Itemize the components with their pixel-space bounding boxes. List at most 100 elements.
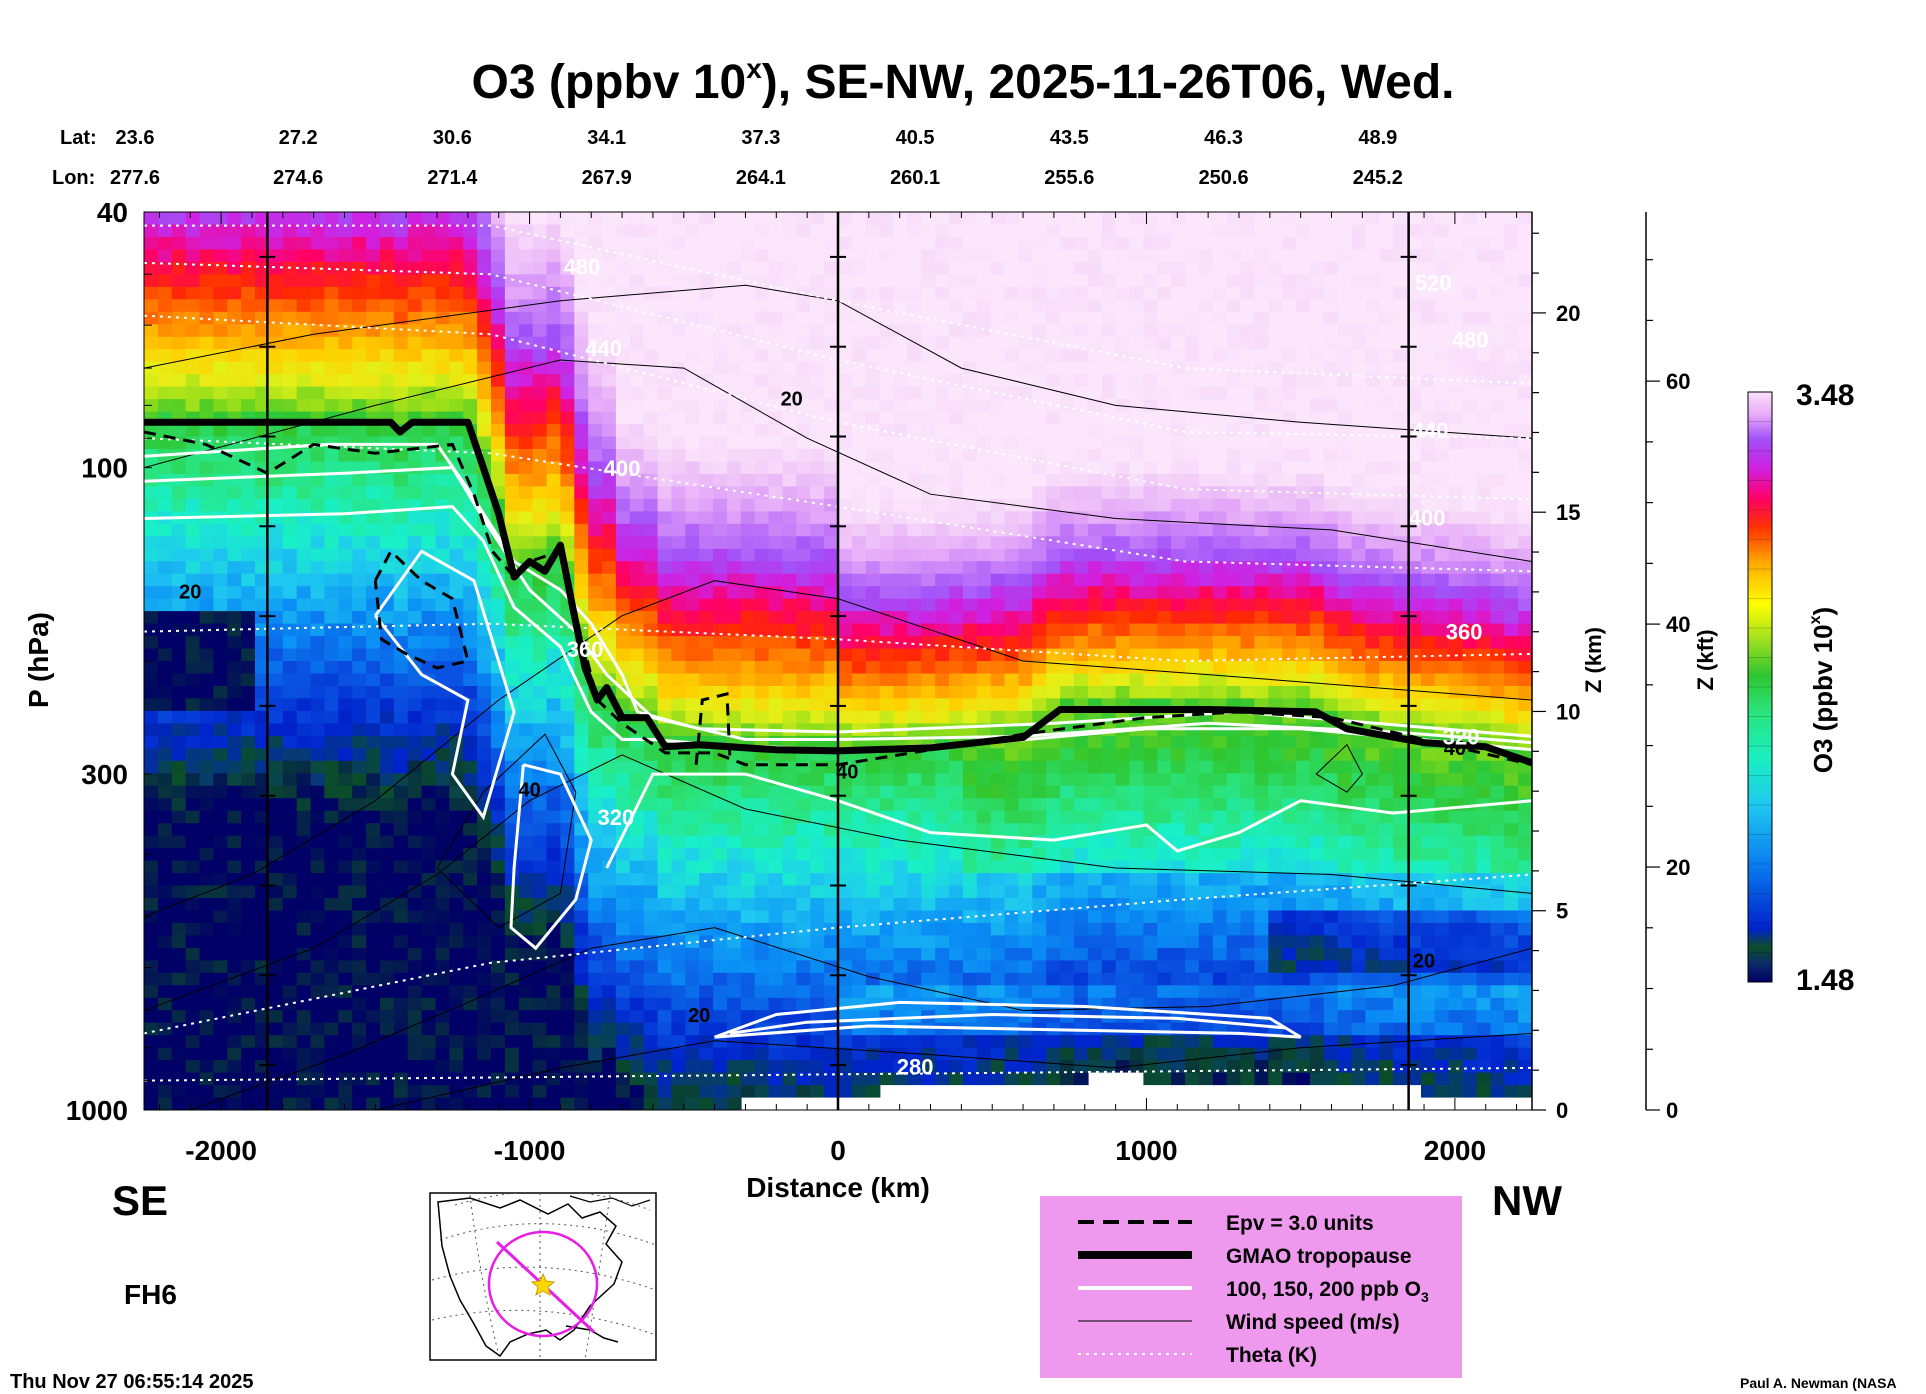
heatmap-cell <box>144 934 159 948</box>
heatmap-cell <box>907 972 922 986</box>
heatmap-cell <box>1004 261 1020 275</box>
heatmap-cell <box>865 448 881 462</box>
heatmap-cell <box>782 822 798 836</box>
heatmap-cell <box>851 435 867 449</box>
heatmap-cell <box>532 909 548 923</box>
heatmap-cell <box>532 735 548 749</box>
heatmap-cell <box>1046 212 1061 225</box>
heatmap-cell <box>949 710 964 724</box>
heatmap-cell <box>893 685 909 699</box>
heatmap-cell <box>810 423 825 437</box>
heatmap-cell <box>976 834 992 849</box>
heatmap-cell <box>449 311 464 325</box>
heatmap-cell <box>657 323 673 337</box>
heatmap-cell <box>255 847 270 861</box>
heatmap-cell <box>1018 972 1033 986</box>
heatmap-cell <box>144 1009 159 1023</box>
heatmap-cell <box>1046 647 1061 661</box>
heatmap-cell <box>643 485 659 499</box>
heatmap-cell <box>602 810 617 824</box>
heatmap-cell <box>491 735 506 749</box>
heatmap-cell <box>796 498 811 512</box>
heatmap-cell <box>1046 797 1061 811</box>
heatmap-cell <box>851 859 867 874</box>
heatmap-cell <box>449 884 464 898</box>
heatmap-cell <box>491 834 506 849</box>
heatmap-cell <box>782 448 798 462</box>
heatmap-cell <box>268 797 284 811</box>
heatmap-cell <box>921 972 936 986</box>
heatmap-cell <box>838 772 853 786</box>
heatmap-cell <box>1060 448 1075 462</box>
heatmap-cell <box>532 722 548 736</box>
heatmap-cell <box>435 922 451 936</box>
heatmap-cell <box>851 959 867 973</box>
heatmap-cell <box>1074 435 1089 449</box>
heatmap-cell <box>199 909 215 923</box>
heatmap-cell <box>241 834 256 849</box>
heatmap-cell <box>962 485 978 499</box>
heatmap-cell <box>546 735 562 749</box>
heatmap-cell <box>671 872 686 886</box>
heatmap-cell <box>699 822 714 836</box>
heatmap-cell <box>560 223 575 237</box>
heatmap-cell <box>1018 573 1033 587</box>
heatmap-cell <box>213 747 228 761</box>
heatmap-cell <box>1101 573 1117 587</box>
heatmap-cell <box>1032 785 1047 799</box>
heatmap-cell <box>1004 323 1020 337</box>
heatmap-cell <box>241 760 256 774</box>
heatmap-cell <box>1060 286 1075 300</box>
heatmap-cell <box>185 361 201 375</box>
heatmap-cell <box>546 810 562 824</box>
heatmap-cell <box>921 660 936 674</box>
heatmap-cell <box>435 834 451 849</box>
heatmap-cell <box>838 922 853 936</box>
heatmap-cell <box>546 1022 562 1036</box>
heatmap-cell <box>935 722 950 736</box>
heatmap-cell <box>893 298 909 312</box>
heatmap-cell <box>421 997 437 1011</box>
heatmap-cell <box>185 1046 201 1061</box>
heatmap-cell <box>851 685 867 699</box>
heatmap-cell <box>380 1046 395 1061</box>
heatmap-cell <box>1074 410 1089 425</box>
heatmap-cell <box>879 1071 895 1086</box>
heatmap-cell <box>588 984 603 998</box>
heatmap-cell <box>477 697 492 711</box>
heatmap-cell <box>865 1034 881 1048</box>
heatmap-cell <box>491 286 506 300</box>
heatmap-cell <box>393 922 409 936</box>
heatmap-cell <box>1087 934 1103 948</box>
heatmap-cell <box>324 261 339 275</box>
heatmap-cell <box>685 448 700 462</box>
heatmap-cell <box>574 286 589 300</box>
heatmap-cell <box>435 847 451 861</box>
heatmap-cell <box>1018 884 1033 898</box>
heatmap-cell <box>740 834 756 849</box>
heatmap-cell <box>879 573 895 587</box>
heatmap-cell <box>727 1034 742 1048</box>
heatmap-cell <box>144 311 159 325</box>
heatmap-cell <box>740 897 756 911</box>
heatmap-cell <box>1087 785 1103 799</box>
heatmap-cell <box>421 1009 437 1023</box>
heatmap-cell <box>1087 1046 1103 1061</box>
heatmap-cell <box>907 261 922 275</box>
heatmap-cell <box>338 1009 353 1023</box>
heatmap-cell <box>685 423 700 437</box>
heatmap-cell <box>1087 248 1103 262</box>
heatmap-cell <box>463 747 478 761</box>
heatmap-cell <box>310 672 326 686</box>
heatmap-cell <box>879 1046 895 1061</box>
heatmap-cell <box>713 448 728 462</box>
heatmap-cell <box>1060 772 1075 786</box>
heatmap-cell <box>713 311 728 325</box>
heatmap-cell <box>657 460 673 474</box>
heatmap-cell <box>865 373 881 387</box>
heatmap-cell <box>296 485 312 499</box>
heatmap-cell <box>685 1022 700 1036</box>
heatmap-cell <box>921 847 936 861</box>
heatmap-cell <box>282 510 298 524</box>
heatmap-cell <box>1018 498 1033 512</box>
